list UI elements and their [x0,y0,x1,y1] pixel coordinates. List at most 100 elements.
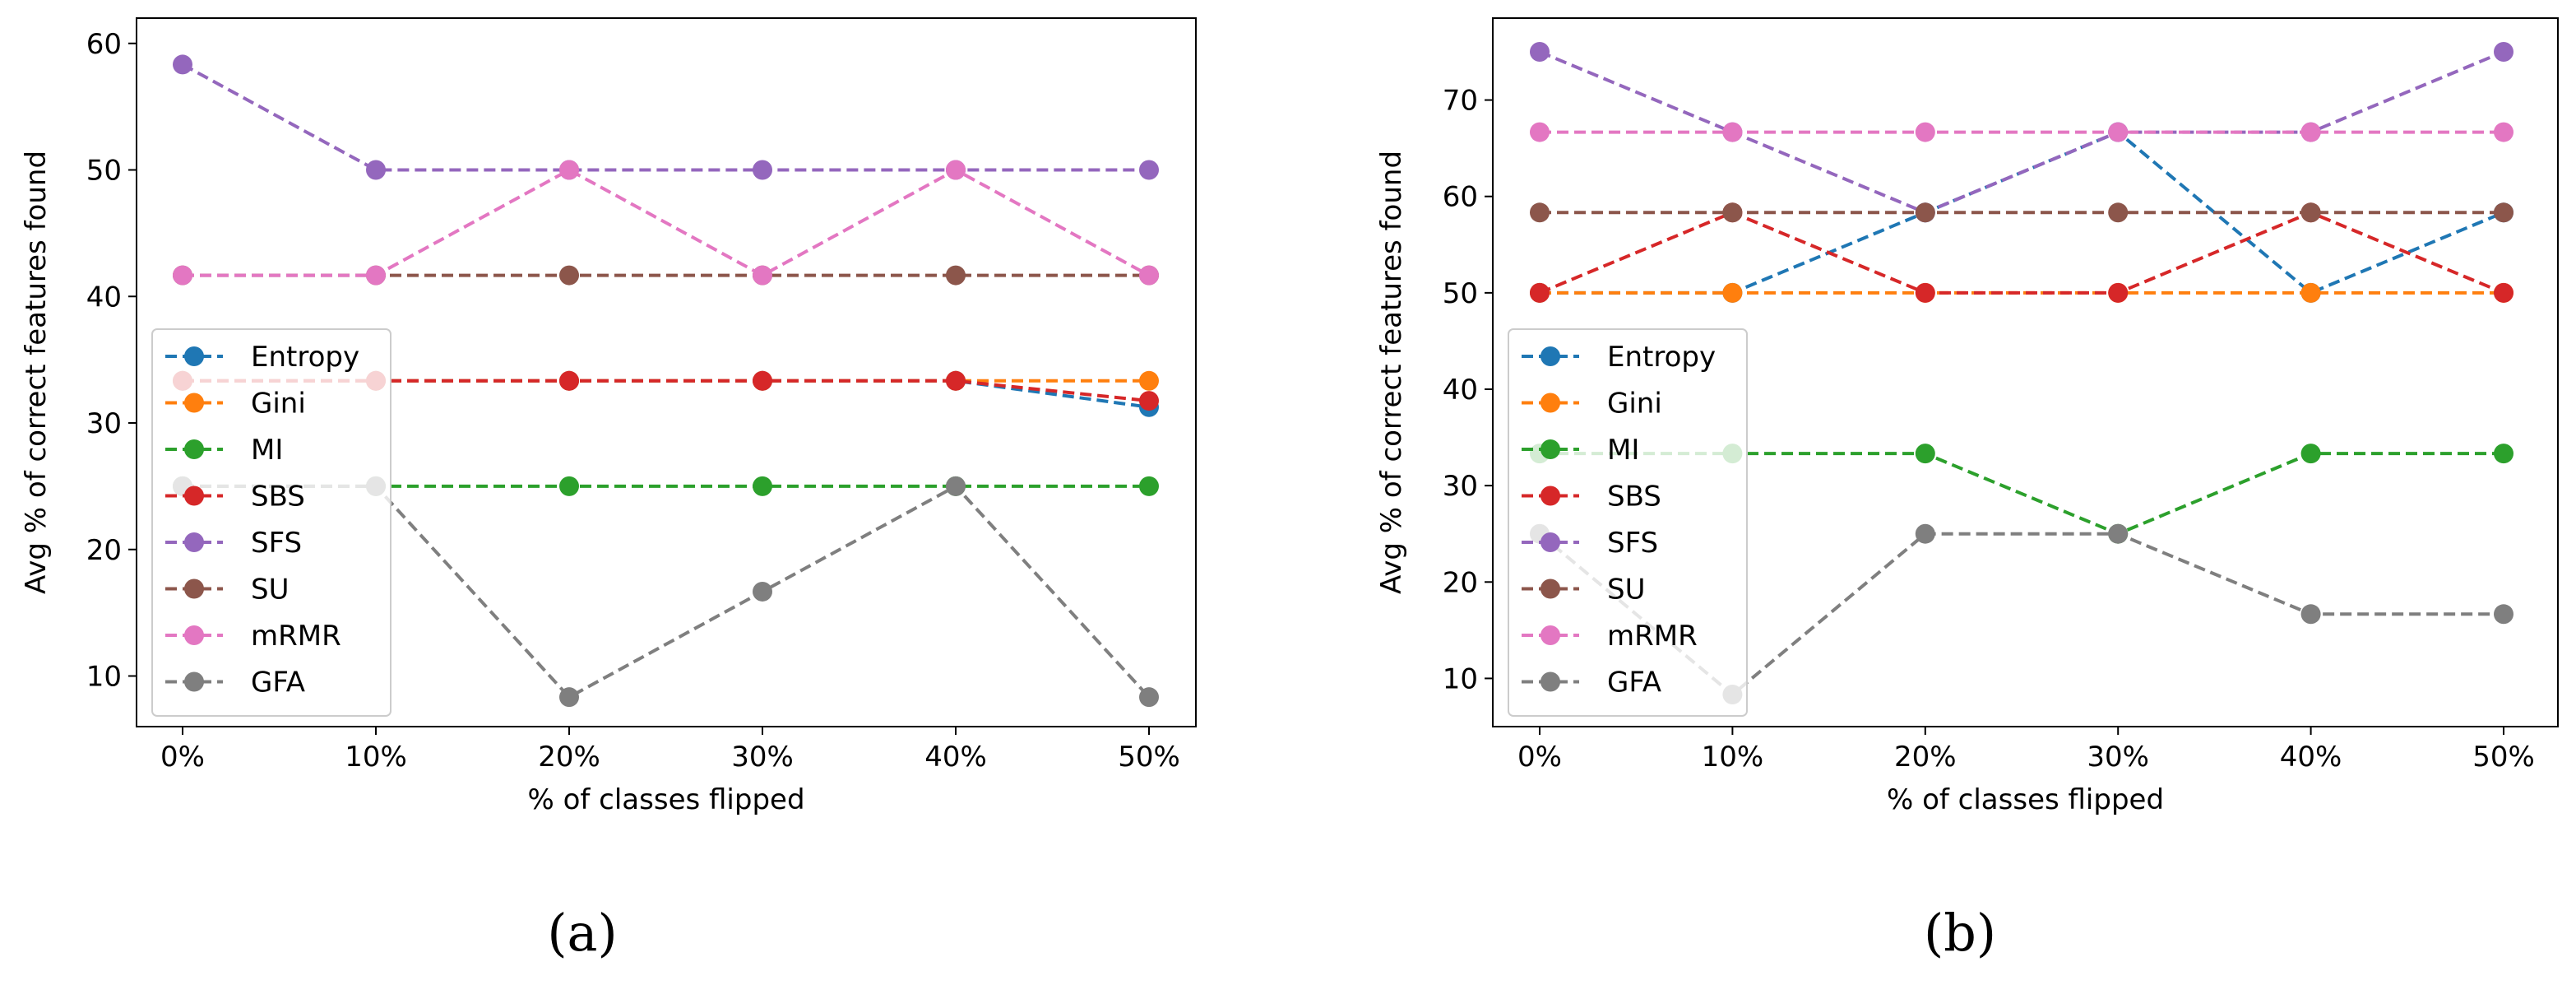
point-gini [2300,282,2321,303]
point-mrmr [753,265,772,286]
x-tick-label: 10% [1702,741,1764,774]
series-line-sfs [182,63,1149,172]
legend-label-entropy: Entropy [251,341,359,374]
x-tick-label: 30% [731,741,794,774]
point-su [1722,202,1743,223]
point-sfs [1139,160,1159,180]
x-tick-label: 20% [538,741,600,774]
point-su [1530,202,1550,223]
legend-frame [1508,328,1748,717]
legend-label-gini: Gini [1607,388,1662,420]
panel-label-b: (b) [1924,903,1996,963]
point-sfs [753,160,772,180]
point-su [2494,202,2513,223]
point-mrmr [1722,122,1743,142]
legend-marker-gfa [1541,671,1560,692]
point-sfs [1530,42,1550,62]
x-axis-label: % of classes flipped [1887,783,2164,816]
point-mi [559,476,579,496]
point-gini [1139,370,1159,391]
y-tick-label: 50 [1443,277,1478,310]
x-tick-label: 50% [1118,741,1180,774]
legend-marker-mi [1541,439,1560,459]
legend-label-mrmr: mRMR [251,620,341,653]
point-sbs [946,370,966,391]
y-tick-label: 20 [86,534,122,567]
y-tick-label: 70 [1443,85,1478,118]
point-sbs [559,370,579,391]
point-su [2108,202,2129,223]
chart-panel-a: 0% 10% 20% 30% 40% 50% 10 20 30 40 50 60 % of classe… [20,17,1197,816]
point-gini [1722,282,1743,303]
point-su [946,265,966,286]
legend-label-gfa: GFA [1607,667,1661,699]
legend-marker-entropy [1541,346,1560,366]
point-gfa [1139,687,1159,708]
chart-panel-b: 0% 10% 20% 30% 40% 50% 10 20 30 40 50 60 70 % of clas… [1375,17,2559,816]
legend-label-sfs: SFS [251,527,302,560]
y-axis-label: Avg % of correct features found [20,151,53,594]
legend: Entropy Gini MI SBS SFS SU mRMR GFA [151,328,391,717]
series-line-mrmr [183,168,1150,277]
x-axis-label: % of classes flipped [527,783,804,816]
legend-marker-mrmr [1541,625,1560,645]
plot-frame [136,17,1197,727]
y-tick-label: 40 [1443,374,1478,407]
point-sfs [366,160,386,180]
legend-marker-mi [184,439,204,459]
point-mi [753,476,772,496]
point-mrmr [173,265,192,286]
point-mrmr [1530,122,1550,142]
point-mi [1915,444,1935,464]
point-mrmr [1915,122,1935,142]
legend-marker-entropy [184,346,204,366]
point-gfa [753,581,772,602]
point-sbs [1139,391,1159,411]
legend-label-mrmr: mRMR [1607,620,1698,653]
legend-label-su: SU [1607,574,1645,606]
x-tick-label: 10% [345,741,407,774]
series-line-sbs [1539,211,2504,295]
legend-marker-mrmr [184,625,204,645]
x-tick-label: 40% [924,741,987,774]
point-gfa [2108,523,2129,544]
legend-label-sfs: SFS [1607,527,1658,560]
point-su [559,265,579,286]
point-sbs [2108,282,2129,303]
point-gfa [2494,604,2513,625]
legend-frame [151,328,391,717]
legend: Entropy Gini MI SBS SFS SU mRMR GFA [1508,328,1748,717]
y-tick-label: 40 [86,281,122,314]
point-sbs [753,370,772,391]
point-sfs [2494,42,2513,62]
legend-label-mi: MI [1607,434,1639,467]
legend-label-gfa: GFA [251,667,305,699]
legend-marker-su [184,578,204,599]
point-gfa [946,476,966,496]
y-tick-label: 20 [1443,566,1478,599]
legend-marker-gini [184,393,204,413]
legend-label-su: SU [251,574,289,606]
point-mrmr [2108,122,2129,142]
legend-label-sbs: SBS [1607,481,1661,513]
point-sbs [2494,282,2513,303]
point-gfa [1915,523,1935,544]
legend-marker-sfs [184,532,204,552]
legend-marker-su [1541,578,1560,599]
x-tick-label: 50% [2472,741,2535,774]
legend-label-entropy: Entropy [1607,341,1716,374]
point-mi [2300,444,2321,464]
y-tick-label: 50 [86,155,122,188]
point-sbs [1915,282,1935,303]
legend-label-mi: MI [251,434,283,467]
legend-label-sbs: SBS [251,481,305,513]
series-line-sfs [1539,50,2504,215]
y-axis-label: Avg % of correct features found [1375,151,1408,594]
x-tick-label: 0% [160,741,205,774]
legend-marker-sbs [1541,486,1560,506]
y-tick-label: 60 [86,28,122,61]
point-sbs [1530,282,1550,303]
y-tick-label: 10 [86,661,122,694]
point-mrmr [559,160,579,180]
